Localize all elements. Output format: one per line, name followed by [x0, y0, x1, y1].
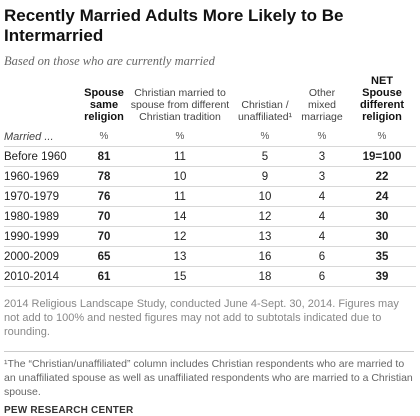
- cell: 61: [82, 266, 126, 287]
- cell: 76: [82, 186, 126, 207]
- cell: 81: [82, 146, 126, 167]
- subtitle: Based on those who are currently married: [4, 54, 215, 68]
- cell: 15: [126, 266, 234, 287]
- cell: 65: [82, 246, 126, 267]
- cell: 9: [234, 166, 296, 187]
- cell: 14: [126, 206, 234, 227]
- table-row: 1990-1999 70 12 13 4 30: [4, 226, 416, 247]
- row-header-label: Married ...: [4, 130, 54, 143]
- footnote: ¹The “Christian/unaffiliated” column inc…: [4, 351, 414, 399]
- cell: 6: [296, 266, 348, 287]
- unit-row: Married ...%%%%%: [4, 127, 416, 147]
- table-row: 1970-1979 76 11 10 4 24: [4, 186, 416, 207]
- cell: 70: [82, 226, 126, 247]
- table: Spouse same religion Christian married to…: [4, 75, 416, 287]
- row-label: 1960-1969: [4, 166, 82, 187]
- row-label: 2010-2014: [4, 266, 82, 287]
- table-row: 1960-1969 78 10 9 3 22: [4, 166, 416, 187]
- credit: PEW RESEARCH CENTER: [4, 405, 134, 416]
- unit: %: [317, 131, 327, 142]
- cell: 4: [296, 186, 348, 207]
- column-header: Spouse same religion: [84, 87, 124, 123]
- table-row: Before 1960 81 11 5 3 19=100: [4, 146, 416, 167]
- cell: 22: [348, 166, 416, 187]
- cell: 4: [296, 226, 348, 247]
- table-row: 2000-2009 65 13 16 6 35: [4, 246, 416, 267]
- unit: %: [99, 131, 109, 142]
- cell: 30: [348, 226, 416, 247]
- cell: 30: [348, 206, 416, 227]
- cell: 13: [234, 226, 296, 247]
- unit: %: [377, 131, 387, 142]
- cell: 11: [126, 146, 234, 167]
- column-header: Christian married to spouse from differe…: [130, 87, 230, 123]
- cell: 12: [234, 206, 296, 227]
- row-label: 2000-2009: [4, 246, 82, 267]
- unit: %: [175, 131, 185, 142]
- column-header: Other mixed marriage: [301, 87, 343, 123]
- cell: 12: [126, 226, 234, 247]
- title: Recently Married Adults More Likely to B…: [4, 6, 344, 45]
- unit: %: [260, 131, 270, 142]
- cell: 4: [296, 206, 348, 227]
- row-label: 1980-1989: [4, 206, 82, 227]
- source: 2014 Religious Landscape Study, conducte…: [4, 298, 399, 338]
- cell: 3: [296, 146, 348, 167]
- cell: 11: [126, 186, 234, 207]
- cell: 10: [234, 186, 296, 207]
- cell: 10: [126, 166, 234, 187]
- column-header: Christian / unaffiliated¹: [237, 99, 293, 123]
- cell: 19=100: [348, 146, 416, 167]
- cell: 24: [348, 186, 416, 207]
- row-label: 1990-1999: [4, 226, 82, 247]
- cell: 5: [234, 146, 296, 167]
- cell: 18: [234, 266, 296, 287]
- cell: 70: [82, 206, 126, 227]
- cell: 3: [296, 166, 348, 187]
- page: Recently Married Adults More Likely to B…: [4, 6, 416, 416]
- row-label: 1970-1979: [4, 186, 82, 207]
- cell: 78: [82, 166, 126, 187]
- table-row: 2010-2014 61 15 18 6 39: [4, 266, 416, 287]
- column-header: NET Spouse different religion: [360, 75, 404, 123]
- row-label: Before 1960: [4, 146, 82, 167]
- cell: 13: [126, 246, 234, 267]
- cell: 35: [348, 246, 416, 267]
- cell: 16: [234, 246, 296, 267]
- cell: 6: [296, 246, 348, 267]
- table-row: 1980-1989 70 14 12 4 30: [4, 206, 416, 227]
- cell: 39: [348, 266, 416, 287]
